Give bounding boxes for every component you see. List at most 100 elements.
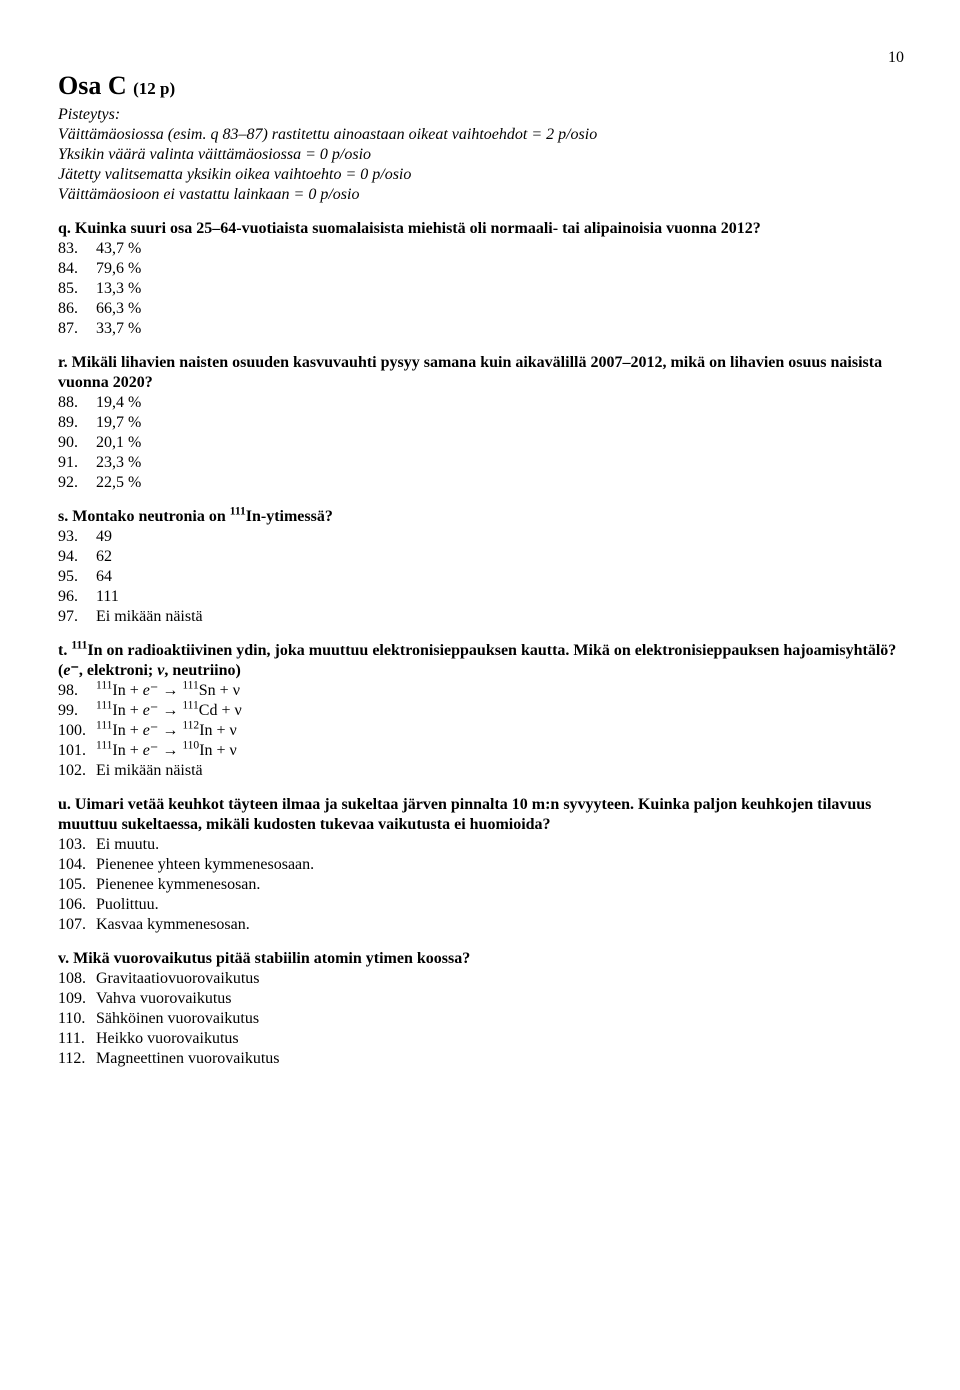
option: 88.19,4 % <box>58 393 904 413</box>
question-t-t6: , neutriino) <box>164 662 240 679</box>
option: 108.Gravitaatiovuorovaikutus <box>58 969 904 989</box>
option-num: 98. <box>58 681 96 701</box>
option-num: 83. <box>58 239 96 259</box>
option-text: Magneettinen vuorovaikutus <box>96 1050 280 1067</box>
scoring-line-3: Jätetty valitsematta yksikin oikea vaiht… <box>58 165 904 185</box>
opt-min: ⁻ → <box>150 682 182 699</box>
option-text: 43,7 % <box>96 240 141 257</box>
scoring-line-1a: Väittämäosiossa (esim. <box>58 126 210 143</box>
question-s: s. Montako neutronia on 111In-ytimessä? … <box>58 507 904 627</box>
opt-left: In + <box>112 742 142 759</box>
option-num: 84. <box>58 259 96 279</box>
opt-rsup: 111 <box>182 699 198 711</box>
option-num: 105. <box>58 875 96 895</box>
option-text: Kasvaa kymmenesosan. <box>96 916 250 933</box>
option: 96.111 <box>58 587 904 607</box>
option-text: Sähköinen vuorovaikutus <box>96 1010 259 1027</box>
option-num: 86. <box>58 299 96 319</box>
question-t-t1: t. <box>58 642 71 659</box>
option: 112.Magneettinen vuorovaikutus <box>58 1049 904 1069</box>
option-num: 87. <box>58 319 96 339</box>
option: 89.19,7 % <box>58 413 904 433</box>
option: 84.79,6 % <box>58 259 904 279</box>
option-text: 19,7 % <box>96 414 141 431</box>
option-num: 112. <box>58 1049 96 1069</box>
option: 93.49 <box>58 527 904 547</box>
option-num: 96. <box>58 587 96 607</box>
question-t-t4: ⁻, elektroni; <box>70 662 157 679</box>
page-number: 10 <box>58 48 904 68</box>
opt-sup: 111 <box>96 699 112 711</box>
option-num: 97. <box>58 607 96 627</box>
option-text: 23,3 % <box>96 454 141 471</box>
option-text: 79,6 % <box>96 260 141 277</box>
option-num: 103. <box>58 835 96 855</box>
opt-right: Cd + ν <box>199 702 242 719</box>
option: 95.64 <box>58 567 904 587</box>
option-num: 90. <box>58 433 96 453</box>
option: 107.Kasvaa kymmenesosan. <box>58 915 904 935</box>
option-text: Pienenee yhteen kymmenesosaan. <box>96 856 314 873</box>
option-text: Vahva vuorovaikutus <box>96 990 232 1007</box>
option-text: 62 <box>96 548 112 565</box>
opt-e: e <box>143 742 150 759</box>
scoring-line-1c: 83–87) rastitettu ainoastaan oikeat vaih… <box>218 126 597 143</box>
option-text: 64 <box>96 568 112 585</box>
option-num: 89. <box>58 413 96 433</box>
option-text: Puolittuu. <box>96 896 159 913</box>
option-text: 20,1 % <box>96 434 141 451</box>
opt-min: ⁻ → <box>150 742 182 759</box>
scoring-line-2: Yksikin väärä valinta väittämäosiossa = … <box>58 145 904 165</box>
option: 90.20,1 % <box>58 433 904 453</box>
option-text: 33,7 % <box>96 320 141 337</box>
option: 104.Pienenee yhteen kymmenesosaan. <box>58 855 904 875</box>
option-num: 109. <box>58 989 96 1009</box>
option: 102.Ei mikään näistä <box>58 761 904 781</box>
option-num: 101. <box>58 741 96 761</box>
option-text: Heikko vuorovaikutus <box>96 1030 239 1047</box>
option-text: Ei muutu. <box>96 836 159 853</box>
question-t-text: t. 111In on radioaktiivinen ydin, joka m… <box>58 641 904 681</box>
option: 85.13,3 % <box>58 279 904 299</box>
option-num: 94. <box>58 547 96 567</box>
question-v: v. Mikä vuorovaikutus pitää stabiilin at… <box>58 949 904 1069</box>
option: 92.22,5 % <box>58 473 904 493</box>
opt-sup: 111 <box>96 739 112 751</box>
opt-right: Sn + ν <box>199 682 240 699</box>
opt-min: ⁻ → <box>150 702 182 719</box>
option: 110.Sähköinen vuorovaikutus <box>58 1009 904 1029</box>
option-text: 19,4 % <box>96 394 141 411</box>
opt-right: In + ν <box>199 722 237 739</box>
opt-right: In + ν <box>199 742 237 759</box>
option-text: 49 <box>96 528 112 545</box>
option: 99.111In + e⁻ → 111Cd + ν <box>58 701 904 721</box>
option-num: 99. <box>58 701 96 721</box>
option-num: 104. <box>58 855 96 875</box>
scoring-block: Pisteytys: Väittämäosiossa (esim. q 83–8… <box>58 105 904 205</box>
option: 111.Heikko vuorovaikutus <box>58 1029 904 1049</box>
option: 101.111In + e⁻ → 110In + ν <box>58 741 904 761</box>
option-text: 111 <box>96 588 119 605</box>
opt-left: In + <box>112 702 142 719</box>
option-text: 66,3 % <box>96 300 141 317</box>
question-s-t1: s. Montako neutronia on <box>58 508 230 525</box>
option-text: 22,5 % <box>96 474 141 491</box>
option-text: Gravitaatiovuorovaikutus <box>96 970 260 987</box>
question-q: q. Kuinka suuri osa 25–64-vuotiaista suo… <box>58 219 904 339</box>
option: 103.Ei muutu. <box>58 835 904 855</box>
question-s-text: s. Montako neutronia on 111In-ytimessä? <box>58 507 904 527</box>
option: 87.33,7 % <box>58 319 904 339</box>
option: 98.111In + e⁻ → 111Sn + ν <box>58 681 904 701</box>
scoring-line-4: Väittämäosioon ei vastattu lainkaan = 0 … <box>58 185 904 205</box>
section-title: Osa C (12 p) <box>58 70 904 103</box>
opt-e: e <box>143 722 150 739</box>
question-t: t. 111In on radioaktiivinen ydin, joka m… <box>58 641 904 781</box>
question-r: r. Mikäli lihavien naisten osuuden kasvu… <box>58 353 904 493</box>
opt-rsup: 110 <box>182 739 199 751</box>
option-num: 106. <box>58 895 96 915</box>
question-u-text: u. Uimari vetää keuhkot täyteen ilmaa ja… <box>58 795 904 835</box>
opt-left: In + <box>112 682 142 699</box>
option-num: 95. <box>58 567 96 587</box>
option: 97.Ei mikään näistä <box>58 607 904 627</box>
option: 106.Puolittuu. <box>58 895 904 915</box>
